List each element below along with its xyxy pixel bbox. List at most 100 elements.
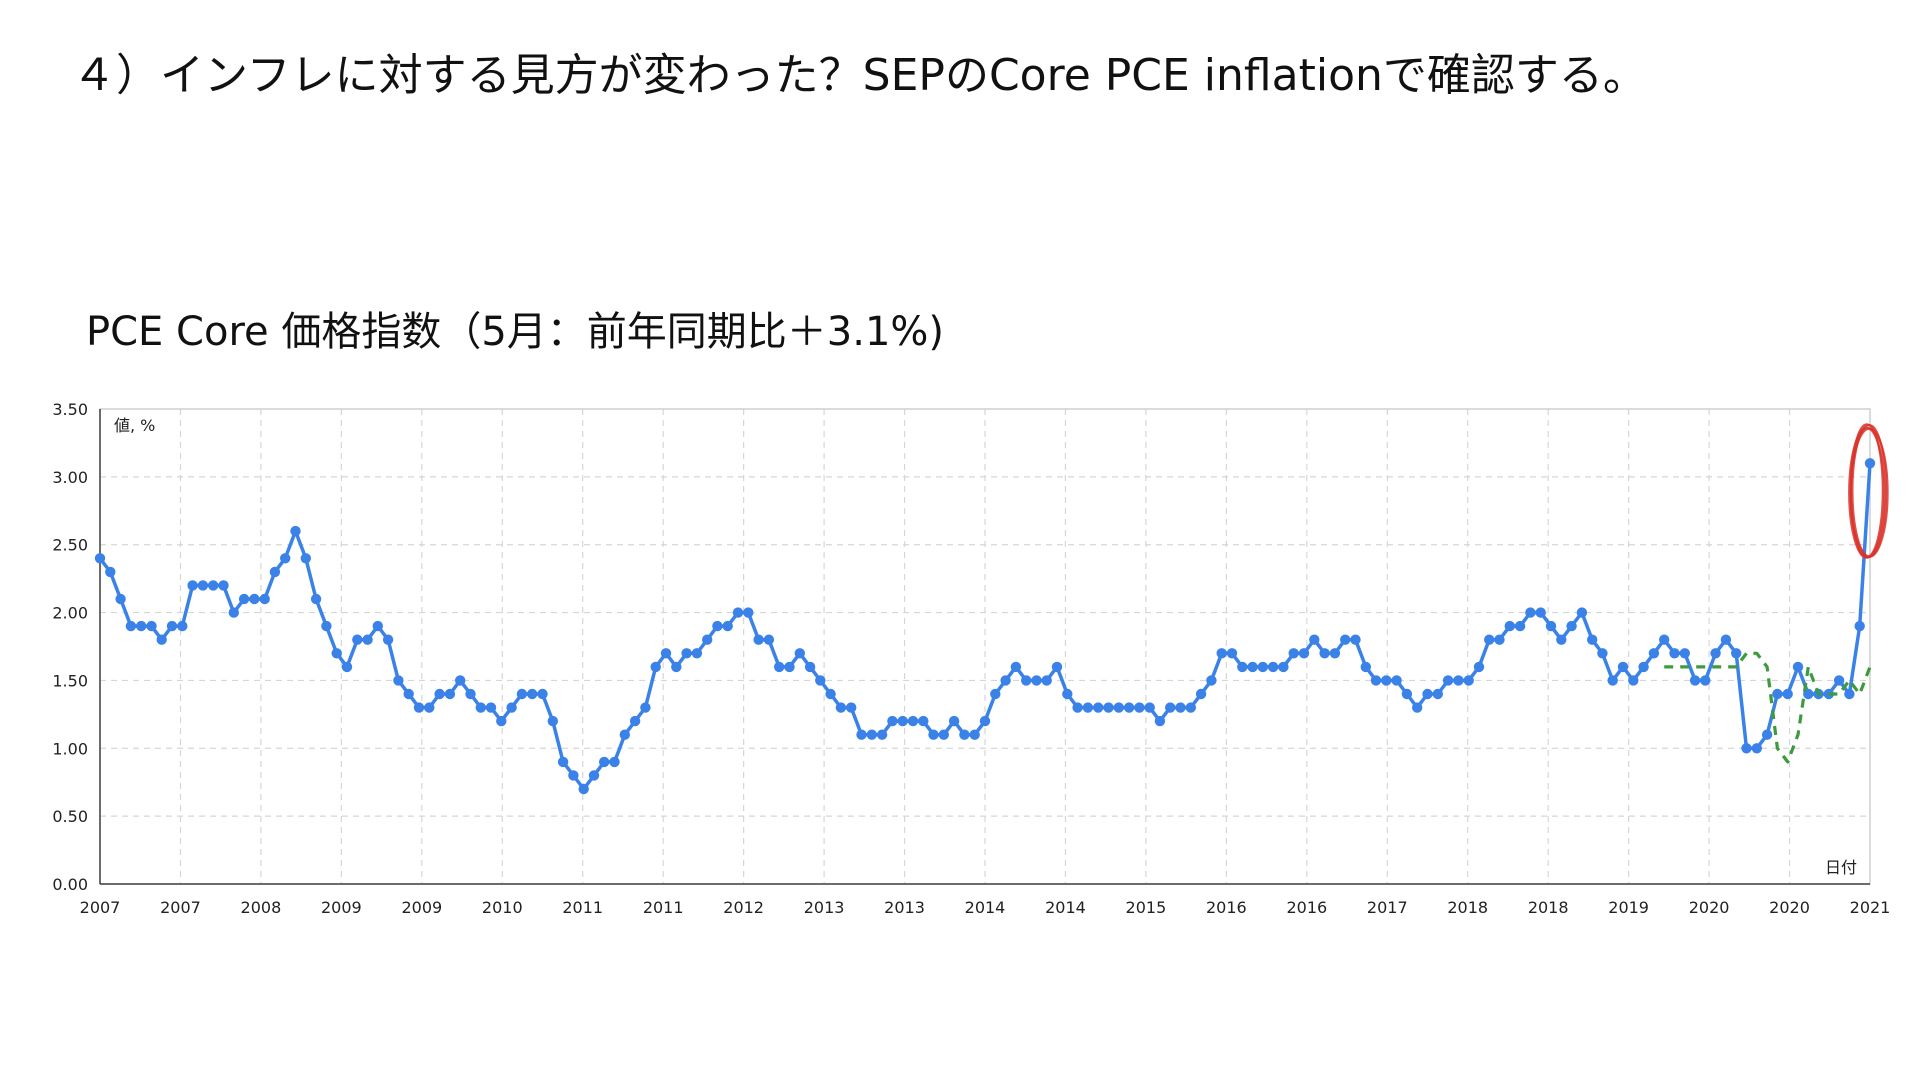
- data-point: [660, 648, 672, 659]
- data-point: [516, 688, 528, 700]
- data-point: [846, 702, 857, 713]
- data-point: [527, 688, 538, 700]
- x-tick-label: 2021: [1850, 898, 1891, 917]
- data-point: [619, 729, 630, 740]
- data-point: [249, 593, 260, 605]
- data-point: [1484, 634, 1495, 645]
- data-point: [1587, 634, 1598, 645]
- data-point: [496, 715, 507, 727]
- data-point: [1082, 702, 1094, 713]
- data-point: [1247, 661, 1258, 673]
- data-point: [1185, 702, 1197, 713]
- data-point: [1288, 648, 1299, 659]
- data-point: [1854, 620, 1865, 632]
- data-point: [1298, 648, 1310, 659]
- data-point: [1669, 648, 1680, 659]
- data-point: [1782, 688, 1793, 700]
- x-tick-label: 2009: [401, 898, 442, 917]
- data-point: [753, 634, 764, 645]
- data-point: [1154, 715, 1166, 727]
- data-point: [804, 661, 816, 673]
- x-tick-label: 2019: [1608, 898, 1649, 917]
- data-point: [1720, 634, 1732, 645]
- data-point: [485, 702, 497, 713]
- data-point: [1525, 607, 1536, 618]
- data-point: [1041, 675, 1052, 686]
- data-point: [784, 661, 795, 673]
- data-point: [1576, 607, 1588, 618]
- data-point: [187, 580, 198, 591]
- data-point: [1432, 688, 1444, 700]
- x-tick-label: 2007: [80, 898, 121, 917]
- data-point: [269, 566, 281, 578]
- data-point: [629, 715, 641, 727]
- data-point: [1566, 620, 1577, 632]
- data-point: [1206, 675, 1217, 686]
- data-point: [1710, 648, 1721, 659]
- y-tick-label: 3.50: [52, 400, 88, 419]
- data-point: [578, 783, 589, 795]
- data-point: [146, 620, 157, 632]
- data-point: [1453, 675, 1464, 686]
- data-point: [959, 729, 970, 740]
- y-axis-label: 値, %: [114, 416, 155, 435]
- data-point: [125, 620, 137, 632]
- data-point: [290, 525, 301, 537]
- data-point: [1391, 675, 1402, 686]
- data-point: [218, 580, 229, 591]
- data-point: [1731, 648, 1742, 659]
- data-point: [1597, 648, 1608, 659]
- y-tick-label: 2.00: [52, 604, 88, 623]
- data-point: [1329, 648, 1341, 659]
- x-tick-label: 2014: [1045, 898, 1086, 917]
- grid-lines: [100, 409, 1870, 884]
- data-point: [475, 702, 486, 713]
- data-point: [341, 661, 353, 673]
- data-point: [557, 756, 569, 768]
- data-point: [1237, 661, 1248, 673]
- data-point: [1195, 688, 1207, 700]
- data-point: [352, 634, 363, 645]
- data-point: [1617, 661, 1629, 673]
- data-point: [156, 634, 167, 645]
- data-point: [1422, 688, 1433, 700]
- data-point: [794, 648, 805, 659]
- data-point: [1545, 620, 1557, 632]
- data-point: [774, 661, 785, 673]
- y-tick-label: 1.00: [52, 739, 88, 758]
- data-point: [1535, 607, 1546, 618]
- data-point: [259, 593, 270, 605]
- x-tick-label: 2014: [965, 898, 1006, 917]
- data-point: [506, 702, 517, 713]
- data-point: [444, 688, 456, 700]
- x-tick-label: 2020: [1769, 898, 1810, 917]
- data-point: [1679, 648, 1691, 659]
- data-point: [1340, 634, 1351, 645]
- data-point: [1020, 675, 1032, 686]
- data-point: [897, 715, 908, 727]
- data-point: [136, 620, 147, 632]
- data-point: [1175, 702, 1186, 713]
- data-point: [876, 729, 888, 740]
- data-point: [1113, 702, 1125, 713]
- data-point: [691, 648, 703, 659]
- x-tick-label: 2020: [1689, 898, 1730, 917]
- data-point: [1123, 702, 1135, 713]
- data-point: [1051, 661, 1063, 673]
- data-point: [1350, 634, 1361, 645]
- data-point: [979, 715, 991, 727]
- data-point: [1000, 675, 1011, 686]
- x-tick-label: 2017: [1367, 898, 1408, 917]
- x-tick-label: 2009: [321, 898, 362, 917]
- x-tick-label: 2011: [643, 898, 684, 917]
- slide-title: ４）インフレに対する見方が変わった？SEPのCore PCE inflation…: [72, 50, 1647, 101]
- data-point: [825, 688, 836, 700]
- x-tick-label: 2007: [160, 898, 201, 917]
- data-point: [94, 553, 106, 564]
- data-point: [1370, 675, 1382, 686]
- x-tick-label: 2013: [884, 898, 925, 917]
- data-point: [1165, 702, 1176, 713]
- x-tick-label: 2015: [1126, 898, 1167, 917]
- data-point: [599, 756, 610, 768]
- data-point: [681, 648, 692, 659]
